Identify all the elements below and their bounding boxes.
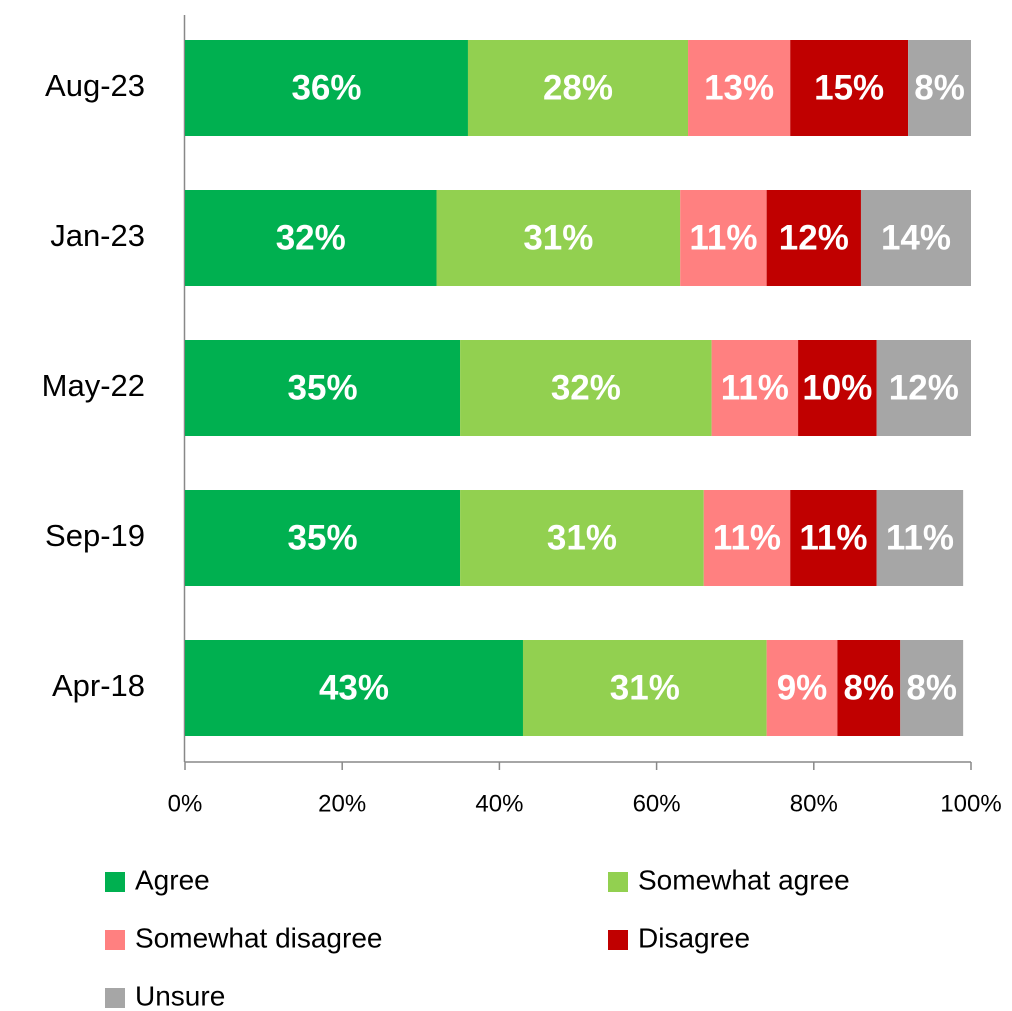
bar-segment bbox=[766, 190, 861, 286]
y-tick-label: May-22 bbox=[42, 368, 145, 403]
bar-segment bbox=[522, 640, 767, 736]
data-label: 31% bbox=[610, 668, 680, 707]
bar-segment bbox=[688, 40, 791, 136]
bar-segment bbox=[460, 340, 712, 436]
data-label: 11% bbox=[713, 518, 781, 557]
x-tick-label: 100% bbox=[940, 790, 1001, 817]
x-tick-label: 40% bbox=[475, 790, 523, 817]
bar-segment bbox=[185, 40, 468, 136]
data-label: 14% bbox=[881, 218, 951, 257]
data-label: 28% bbox=[543, 68, 613, 107]
bar-segment bbox=[711, 340, 799, 436]
data-label: 11% bbox=[886, 518, 954, 557]
data-label: 35% bbox=[288, 368, 358, 407]
bar-segment bbox=[876, 490, 964, 586]
legend-swatch bbox=[105, 988, 125, 1008]
bar-segment bbox=[460, 490, 704, 586]
legend-label: Somewhat agree bbox=[638, 864, 850, 895]
bar-segment bbox=[837, 640, 901, 736]
legend-label: Disagree bbox=[638, 922, 750, 953]
data-label: 11% bbox=[721, 368, 789, 407]
y-tick-label: Jan-23 bbox=[50, 218, 145, 253]
x-tick-label: 20% bbox=[318, 790, 366, 817]
data-label: 10% bbox=[802, 368, 872, 407]
legend-label: Somewhat disagree bbox=[135, 922, 382, 953]
bar-segment bbox=[860, 190, 971, 286]
data-label: 8% bbox=[914, 68, 965, 107]
bar-segment bbox=[185, 490, 461, 586]
data-label: 43% bbox=[319, 668, 389, 707]
bar-segment bbox=[900, 640, 964, 736]
bar-segment bbox=[908, 40, 971, 136]
data-label: 8% bbox=[906, 668, 957, 707]
data-label: 31% bbox=[523, 218, 593, 257]
data-label: 36% bbox=[291, 68, 361, 107]
x-tick-label: 0% bbox=[168, 790, 203, 817]
y-tick-label: Aug-23 bbox=[45, 68, 145, 103]
data-label: 8% bbox=[844, 668, 895, 707]
data-label: 32% bbox=[276, 218, 346, 257]
bar-segment bbox=[790, 490, 877, 586]
bar-segment bbox=[790, 40, 909, 136]
bar-segment bbox=[436, 190, 681, 286]
bar-segment bbox=[467, 40, 689, 136]
data-label: 11% bbox=[689, 218, 757, 257]
bar-segment bbox=[680, 190, 767, 286]
data-label: 32% bbox=[551, 368, 621, 407]
data-label: 35% bbox=[288, 518, 358, 557]
legend-swatch bbox=[105, 872, 125, 892]
y-tick-label: Sep-19 bbox=[45, 518, 145, 553]
bar-segment bbox=[766, 640, 838, 736]
data-label: 9% bbox=[777, 668, 828, 707]
data-label: 11% bbox=[799, 518, 867, 557]
bar-segment bbox=[185, 190, 437, 286]
data-label: 13% bbox=[704, 68, 774, 107]
legend-swatch bbox=[608, 872, 628, 892]
y-tick-label: Apr-18 bbox=[52, 668, 145, 703]
bar-segment bbox=[185, 640, 523, 736]
x-tick-label: 80% bbox=[790, 790, 838, 817]
legend-label: Unsure bbox=[135, 980, 225, 1011]
data-label: 12% bbox=[889, 368, 959, 407]
bar-segment bbox=[703, 490, 791, 586]
legend-swatch bbox=[105, 930, 125, 950]
legend-swatch bbox=[608, 930, 628, 950]
bar-segment bbox=[876, 340, 971, 436]
data-label: 12% bbox=[779, 218, 849, 257]
data-label: 31% bbox=[547, 518, 617, 557]
bar-segment bbox=[798, 340, 877, 436]
x-tick-label: 60% bbox=[633, 790, 681, 817]
bar-segment bbox=[185, 340, 461, 436]
data-label: 15% bbox=[814, 68, 884, 107]
legend-label: Agree bbox=[135, 864, 210, 895]
